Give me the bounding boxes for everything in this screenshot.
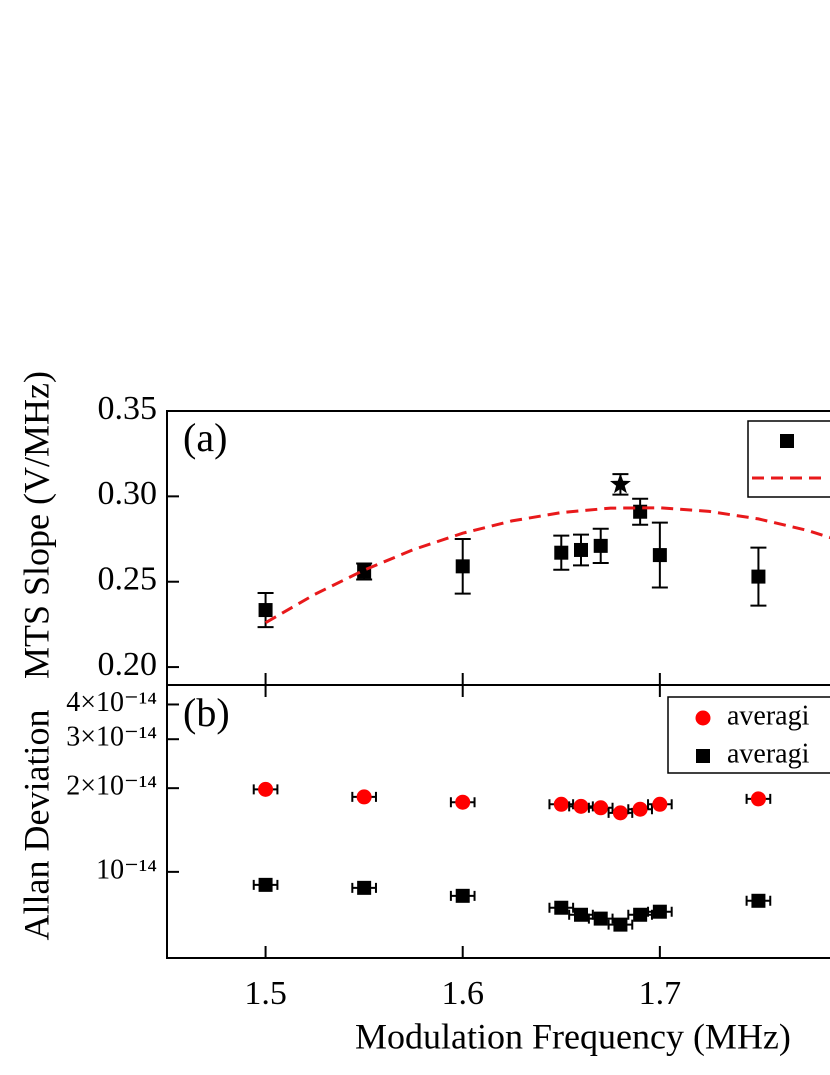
marker	[574, 542, 588, 557]
marker	[751, 569, 766, 584]
y-tick-label: 3×10⁻¹⁴	[66, 722, 157, 753]
marker	[455, 888, 470, 903]
marker	[357, 880, 372, 895]
y-axis-title: Allan Deviation	[16, 710, 56, 941]
marker	[258, 781, 274, 797]
y-axis-title: MTS Slope (V/MHz)	[16, 371, 56, 679]
marker	[751, 893, 766, 908]
x-axis-title: Modulation Frequency (MHz)	[355, 1016, 791, 1056]
y-tick-label: 0.25	[98, 561, 158, 598]
y-tick-label: 0.35	[98, 390, 158, 427]
fit-line	[264, 506, 830, 624]
marker	[780, 434, 794, 448]
y-tick-label: 0.20	[98, 646, 158, 683]
legend-box	[747, 420, 830, 498]
marker	[455, 559, 470, 574]
marker	[554, 900, 569, 915]
x-tick-label: 1.6	[441, 975, 484, 1012]
plot-frame	[166, 684, 830, 959]
marker	[633, 907, 648, 922]
panel-label: (a)	[183, 415, 227, 460]
y-tick-label: 10⁻¹⁴	[96, 854, 157, 885]
panel-label: (b)	[183, 690, 230, 735]
marker	[574, 907, 588, 922]
legend-label: averagi	[727, 700, 810, 731]
legend-box	[667, 696, 830, 774]
marker	[593, 911, 608, 926]
marker	[258, 877, 273, 892]
marker	[554, 545, 569, 560]
y-tick-label: 0.30	[98, 475, 158, 512]
legend-marker	[696, 749, 710, 763]
y-tick-label: 2×10⁻¹⁴	[66, 771, 157, 802]
marker	[258, 603, 273, 618]
legend-marker	[695, 710, 711, 726]
marker	[652, 548, 667, 563]
marker	[553, 796, 569, 812]
marker	[750, 791, 766, 807]
marker	[632, 801, 648, 817]
marker	[613, 917, 628, 932]
marker	[455, 794, 471, 810]
marker	[652, 904, 667, 919]
marker	[356, 789, 372, 805]
marker	[610, 473, 631, 494]
legend-label: averagi	[727, 738, 810, 769]
y-tick-label: 4×10⁻¹⁴	[66, 687, 157, 718]
marker	[573, 798, 589, 814]
x-tick-label: 1.7	[639, 975, 682, 1012]
marker	[652, 796, 668, 812]
x-tick-label: 1.5	[244, 975, 287, 1012]
marker	[593, 800, 609, 816]
marker	[593, 538, 608, 553]
marker	[612, 805, 628, 821]
plot-frame	[166, 410, 830, 686]
